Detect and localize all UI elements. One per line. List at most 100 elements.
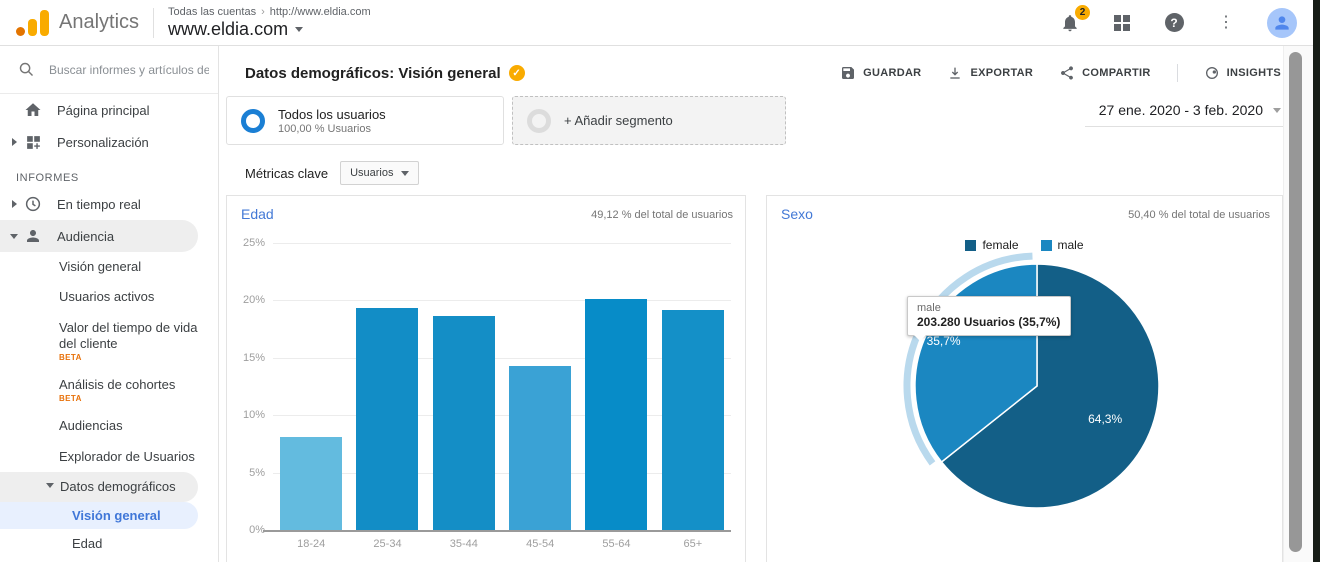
legend-swatch <box>965 239 977 251</box>
gridline <box>273 300 731 302</box>
bar-slot <box>502 243 578 530</box>
sidebar-item-audiencias[interactable]: Audiencias <box>59 418 123 434</box>
search-icon <box>19 62 34 77</box>
age-x-label: 45-54 <box>526 538 555 550</box>
age-bar-18-24[interactable] <box>280 437 343 530</box>
segment-controls: Todos los usuarios 100,00 % Usuarios + A… <box>220 96 1283 145</box>
legend-item-male: male <box>1040 238 1084 252</box>
avatar-person-icon <box>1275 15 1289 30</box>
share-button[interactable]: COMPARTIR <box>1059 65 1151 81</box>
sidebar-item-valor-tiempo-vida[interactable]: Valor del tiempo de vida del cliente BET… <box>0 313 218 371</box>
age-bar-25-34[interactable] <box>356 308 419 530</box>
segment-title: Todos los usuarios <box>278 106 386 122</box>
beta-badge: BETA <box>59 394 82 404</box>
analytics-logo-icon[interactable] <box>16 9 49 36</box>
age-x-axis: 18-24 25-34 35-44 45-54 55-64 65+ <box>273 538 731 550</box>
legend-swatch <box>1040 239 1052 251</box>
age-x-label: 55-64 <box>602 538 631 550</box>
segment-all-users[interactable]: Todos los usuarios 100,00 % Usuarios <box>226 96 504 145</box>
sidebar-item-sexo[interactable]: Sexo <box>0 558 218 562</box>
date-range-text: 27 ene. 2020 - 3 feb. 2020 <box>1098 102 1263 118</box>
sidebar-item-audiencia[interactable]: Audiencia <box>0 220 198 252</box>
bar-slot <box>349 243 425 530</box>
notification-badge: 2 <box>1075 4 1090 20</box>
property-selector[interactable]: www.eldia.com <box>168 19 371 40</box>
date-range-selector[interactable]: 27 ene. 2020 - 3 feb. 2020 <box>1084 102 1283 127</box>
home-icon <box>23 101 43 119</box>
window-edge <box>1313 0 1320 562</box>
vertical-scrollbar-thumb[interactable] <box>1289 52 1302 552</box>
collapse-arrow-icon <box>46 482 54 488</box>
sidebar-item-en-tiempo-real[interactable]: En tiempo real <box>0 188 218 220</box>
customization-icon <box>23 134 43 151</box>
sidebar-item-edad[interactable]: Edad <box>72 536 103 551</box>
age-bars <box>273 243 731 530</box>
informes-section-label: INFORMES <box>16 172 79 184</box>
age-chart-title[interactable]: Edad <box>241 206 274 222</box>
tooltip-series-name: male <box>917 302 941 314</box>
sidebar-search <box>0 46 218 94</box>
age-x-axis-line <box>263 530 731 532</box>
sidebar-item-pagina-principal[interactable]: Página principal <box>0 94 218 126</box>
sidebar-item-vision-general-audiencia[interactable]: Visión general <box>59 259 142 274</box>
pie-slice-label-male: 35,7% <box>926 334 960 348</box>
export-button[interactable]: EXPORTAR <box>947 65 1033 81</box>
insights-button[interactable]: INSIGHTS <box>1204 65 1281 81</box>
age-bar-65+[interactable] <box>661 309 724 530</box>
date-caret-icon <box>1273 107 1281 113</box>
key-metrics-row: Métricas clave Usuarios <box>245 161 1283 185</box>
sidebar: Página principal Personalización INFORME… <box>0 46 219 562</box>
apps-grid-icon <box>1114 14 1130 31</box>
age-y-axis: 0% 5% 10% 15% 20% 25% <box>227 237 265 536</box>
collapse-arrow-icon <box>10 233 18 239</box>
gender-legend: female male <box>767 238 1282 252</box>
sidebar-item-vision-general-demograficos[interactable]: Visión general <box>0 502 198 529</box>
help-button[interactable]: ? <box>1163 12 1185 34</box>
sidebar-item-analisis-cohortes[interactable]: Análisis de cohortes BETA <box>0 370 218 411</box>
metric-dropdown[interactable]: Usuarios <box>340 161 420 185</box>
age-x-label: 25-34 <box>373 538 402 550</box>
age-bar-45-54[interactable] <box>509 365 572 530</box>
age-bar-55-64[interactable] <box>585 299 648 530</box>
gridline <box>273 472 731 474</box>
beta-badge: BETA <box>59 353 82 362</box>
charts-row: Edad 49,12 % del total de usuarios 0% 5% 1… <box>220 195 1283 562</box>
bar-slot <box>655 243 731 530</box>
help-icon: ? <box>1164 13 1184 32</box>
toolbar-divider <box>1176 64 1178 82</box>
breadcrumb-accounts[interactable]: Todas las cuentas <box>168 5 257 18</box>
apps-grid-button[interactable] <box>1111 12 1133 34</box>
segment-subtitle: 100,00 % Usuarios <box>278 122 371 135</box>
sidebar-item-usuarios-activos[interactable]: Usuarios activos <box>59 289 155 305</box>
vertical-scrollbar[interactable] <box>1283 46 1313 562</box>
age-y-tick: 5% <box>249 466 265 479</box>
gender-chart-subtitle: 50,40 % del total de usuarios <box>1128 209 1270 221</box>
insights-icon <box>1205 67 1218 79</box>
sidebar-item-personalizacion[interactable]: Personalización <box>0 126 218 158</box>
user-avatar[interactable] <box>1267 7 1297 38</box>
gender-chart-card: Sexo 50,40 % del total de usuarios femal… <box>766 195 1283 562</box>
sidebar-item-datos-demograficos[interactable]: Datos demográficos <box>0 471 198 502</box>
notifications-button[interactable]: 2 <box>1059 4 1090 34</box>
main-content: Datos demográficos: Visión general ✓ GUA… <box>220 46 1283 562</box>
age-bar-35-44[interactable] <box>432 316 495 530</box>
account-breadcrumb-block: Todas las cuentas › http://www.eldia.com… <box>168 6 371 40</box>
segment-circle-icon <box>241 108 265 133</box>
breadcrumb-property-url[interactable]: http://www.eldia.com <box>269 5 371 18</box>
search-input[interactable] <box>49 62 209 77</box>
gender-chart-title[interactable]: Sexo <box>781 206 813 222</box>
pie-slice-female[interactable] <box>939 263 1160 509</box>
bar-slot <box>426 243 502 530</box>
add-segment-button[interactable]: + Añadir segmento <box>512 96 786 145</box>
pie-slice-label-female: 64,3% <box>1088 412 1122 426</box>
kebab-menu-icon: ⋮ <box>1218 13 1234 31</box>
sidebar-item-explorador-usuarios[interactable]: Explorador de Usuarios <box>59 448 195 464</box>
download-icon <box>950 67 961 79</box>
save-button[interactable]: GUARDAR <box>840 65 921 81</box>
segment-circle-gray-icon <box>527 108 551 133</box>
tooltip-value: 203.280 Usuarios (35,7%) <box>917 315 1061 329</box>
app-header: Analytics Todas las cuentas › http://www… <box>0 0 1313 46</box>
more-menu-button[interactable]: ⋮ <box>1215 12 1237 34</box>
header-actions: 2 ? ⋮ <box>1059 4 1313 38</box>
